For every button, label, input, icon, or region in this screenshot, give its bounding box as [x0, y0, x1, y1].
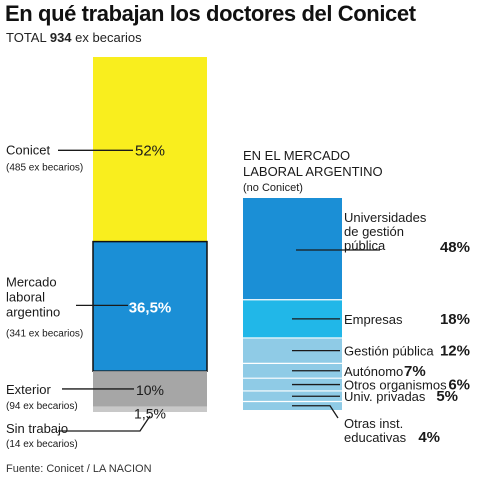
leader-line-3 — [58, 415, 151, 432]
main-bar-segment-0 — [93, 57, 207, 242]
main-label-1-line-1: laboral — [6, 289, 45, 304]
sub-percent-2: 12% — [440, 343, 470, 360]
main-label-1-line-0: Mercado — [6, 274, 57, 289]
main-label-1-line-2: argentino — [6, 304, 60, 319]
sub-percent-6: 4% — [418, 429, 440, 446]
sub-percent-1: 18% — [440, 311, 470, 328]
main-percent-label-1: 36,5% — [129, 299, 172, 316]
sub-percent-3: 7% — [404, 363, 426, 380]
main-sublabel-3: (14 ex becarios) — [6, 439, 78, 450]
sub-label-0-line-2: pública — [344, 238, 386, 253]
sub-label-6-line-0: Otras inst. — [344, 416, 403, 431]
main-label-3: Sin trabajo — [6, 421, 68, 436]
main-bar-segment-3 — [93, 406, 207, 412]
main-percent-label-3: 1,5% — [134, 406, 166, 422]
sub-percent-5: 5% — [436, 388, 458, 405]
main-sublabel-0: (485 ex becarios) — [6, 162, 83, 173]
sub-bar-segment-0 — [243, 198, 342, 300]
sub-percent-4: 6% — [448, 377, 470, 394]
sub-percent-0: 48% — [440, 239, 470, 256]
total-line: TOTAL 934 ex becarios — [6, 30, 142, 45]
main-percent-label-2: 10% — [136, 382, 164, 398]
chart-title: En qué trabajan los doctores del Conicet — [5, 1, 416, 26]
total-value: 934 — [49, 30, 72, 45]
sub-label-3: Autónomo — [344, 364, 403, 379]
sub-label-4: Otros organismos — [344, 378, 447, 393]
total-label: TOTAL — [6, 30, 47, 45]
main-label-0: Conicet — [6, 142, 50, 157]
sub-label-0-line-1: de gestión — [344, 224, 404, 239]
main-sublabel-2: (94 ex becarios) — [6, 401, 78, 412]
sub-title-line-0: EN EL MERCADO — [243, 148, 350, 163]
sub-label-1: Empresas — [344, 312, 403, 327]
main-bar-segment-1 — [92, 240, 208, 372]
sub-label-5: Univ. privadas — [344, 389, 426, 404]
sub-leader-6 — [292, 405, 339, 419]
sub-label-0-line-0: Universidades — [344, 210, 427, 225]
sub-label-6-line-1: educativas — [344, 430, 407, 445]
sub-label-2: Gestión pública — [344, 344, 434, 359]
sub-title-line-1: LABORAL ARGENTINO — [243, 164, 383, 179]
sub-subtitle: (no Conicet) — [243, 182, 303, 194]
main-label-2: Exterior — [6, 382, 51, 397]
source-note: Fuente: Conicet / LA NACION — [6, 463, 152, 475]
main-percent-label-0: 52% — [135, 142, 165, 159]
total-unit: ex becarios — [75, 30, 142, 45]
main-sublabel-1: (341 ex becarios) — [6, 328, 83, 339]
